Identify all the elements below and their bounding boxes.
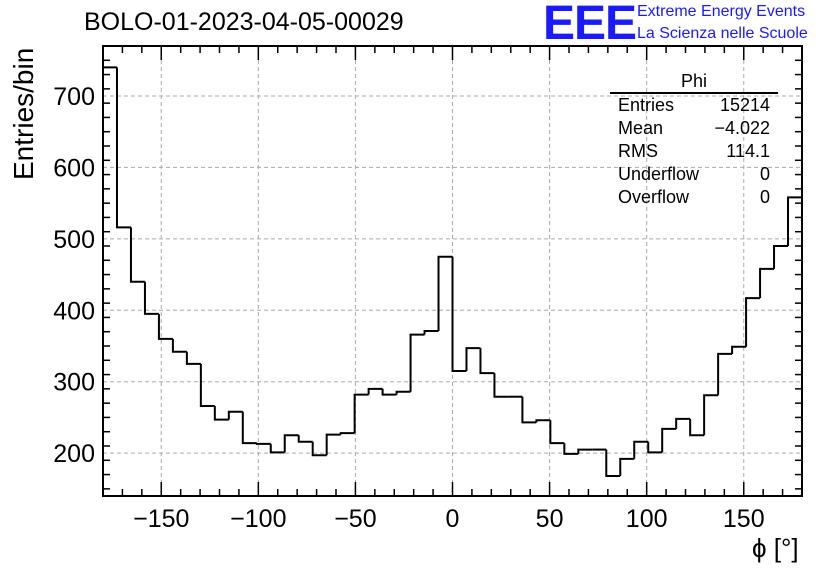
histogram-bin — [787, 196, 802, 246]
stats-label: Entries — [618, 95, 675, 115]
histogram-bin — [605, 449, 621, 477]
histogram-bin — [395, 390, 411, 395]
histogram-bin — [157, 313, 173, 340]
histogram-bin — [521, 396, 537, 424]
x-tick-label: 50 — [536, 505, 564, 533]
histogram-bin — [479, 348, 495, 375]
y-tick-label: 300 — [53, 369, 95, 397]
histogram-bin — [563, 443, 579, 455]
histogram-bin — [703, 394, 719, 436]
histogram-bin — [745, 297, 761, 347]
stats-label: Underflow — [618, 164, 700, 184]
histogram-bin — [325, 433, 341, 456]
x-tick-label: −50 — [334, 505, 376, 533]
y-tick-label: 700 — [53, 83, 95, 111]
histogram-bin — [647, 441, 663, 454]
histogram-bin — [661, 427, 677, 453]
x-tick-label: 150 — [723, 505, 765, 533]
histogram-bin — [185, 351, 201, 365]
histogram-bin — [619, 457, 635, 476]
histogram-bin — [241, 411, 257, 445]
histogram-bin — [367, 387, 383, 395]
chart-title: BOLO-01-2023-04-05-00029 — [84, 8, 404, 36]
stats-label: Overflow — [618, 187, 690, 207]
histogram-bin — [689, 418, 705, 437]
stats-row-entries: Entries 15214 — [610, 94, 778, 117]
stats-row-overflow: Overflow 0 — [610, 186, 778, 209]
logo-caption-line1: Extreme Energy Events — [637, 3, 806, 20]
stats-value: −4.022 — [714, 118, 770, 138]
histogram-bin — [465, 347, 481, 371]
x-tick-label: 0 — [446, 505, 460, 533]
histogram-bin — [143, 281, 159, 315]
histogram-bin — [717, 352, 733, 396]
x-tick-label: 100 — [626, 505, 668, 533]
histogram-bin — [759, 267, 775, 299]
histogram-bin — [493, 373, 509, 398]
stats-box: Phi Entries 15214 Mean −4.022 RMS 114.1 … — [610, 70, 778, 209]
y-axis-label: Entries/bin — [8, 47, 39, 180]
histogram-bin — [213, 406, 229, 421]
histogram-bin — [339, 432, 355, 435]
histogram-bin — [381, 388, 397, 396]
histogram-bin — [129, 227, 145, 283]
eee-logo: EEE — [543, 0, 637, 50]
histogram-bin — [353, 393, 369, 434]
histogram-bin — [199, 363, 215, 407]
histogram-bin — [283, 434, 299, 453]
tick-labels: −150 −100 −50 0 50 100 150 200 300 400 500 600 700 — [53, 83, 764, 533]
histogram-bin — [115, 67, 131, 229]
histogram-bin — [773, 245, 789, 269]
histogram-bin — [675, 417, 691, 429]
stats-label: RMS — [618, 141, 658, 161]
y-tick-label: 200 — [53, 440, 95, 468]
stats-value: 0 — [759, 187, 770, 207]
histogram-bin — [731, 345, 747, 354]
stats-label: Mean — [618, 118, 664, 138]
stats-title: Phi — [610, 70, 778, 94]
histogram-bin — [255, 442, 271, 445]
histogram-bin — [269, 443, 285, 454]
stats-value: 15214 — [719, 95, 770, 115]
stats-row-rms: RMS 114.1 — [610, 140, 778, 163]
histogram-bin — [297, 435, 313, 443]
x-tick-label: −100 — [230, 505, 286, 533]
axes — [102, 45, 803, 497]
histogram-bin — [227, 410, 243, 420]
logo-caption-line2: La Scienza nelle Scuole — [637, 25, 808, 42]
histogram-bin — [451, 256, 467, 372]
y-tick-label: 600 — [53, 154, 95, 182]
stats-row-mean: Mean −4.022 — [610, 117, 778, 140]
histogram-bin — [409, 333, 425, 392]
histogram-bin — [535, 419, 551, 423]
stats-value: 0 — [759, 164, 770, 184]
histogram-bin — [423, 330, 439, 335]
histogram-bin — [549, 420, 565, 445]
y-tick-label: 400 — [53, 297, 95, 325]
histogram-bin — [577, 448, 593, 454]
x-axis-label: ϕ [°] — [752, 533, 799, 563]
histogram-bin — [171, 338, 187, 353]
histogram-bin — [633, 440, 649, 459]
y-tick-label: 500 — [53, 226, 95, 254]
stats-row-underflow: Underflow 0 — [610, 163, 778, 186]
stats-value: 114.1 — [726, 141, 770, 161]
x-tick-label: −150 — [133, 505, 189, 533]
histogram-bin — [437, 255, 453, 331]
histogram-bin — [311, 441, 327, 457]
histogram-series — [102, 66, 802, 496]
